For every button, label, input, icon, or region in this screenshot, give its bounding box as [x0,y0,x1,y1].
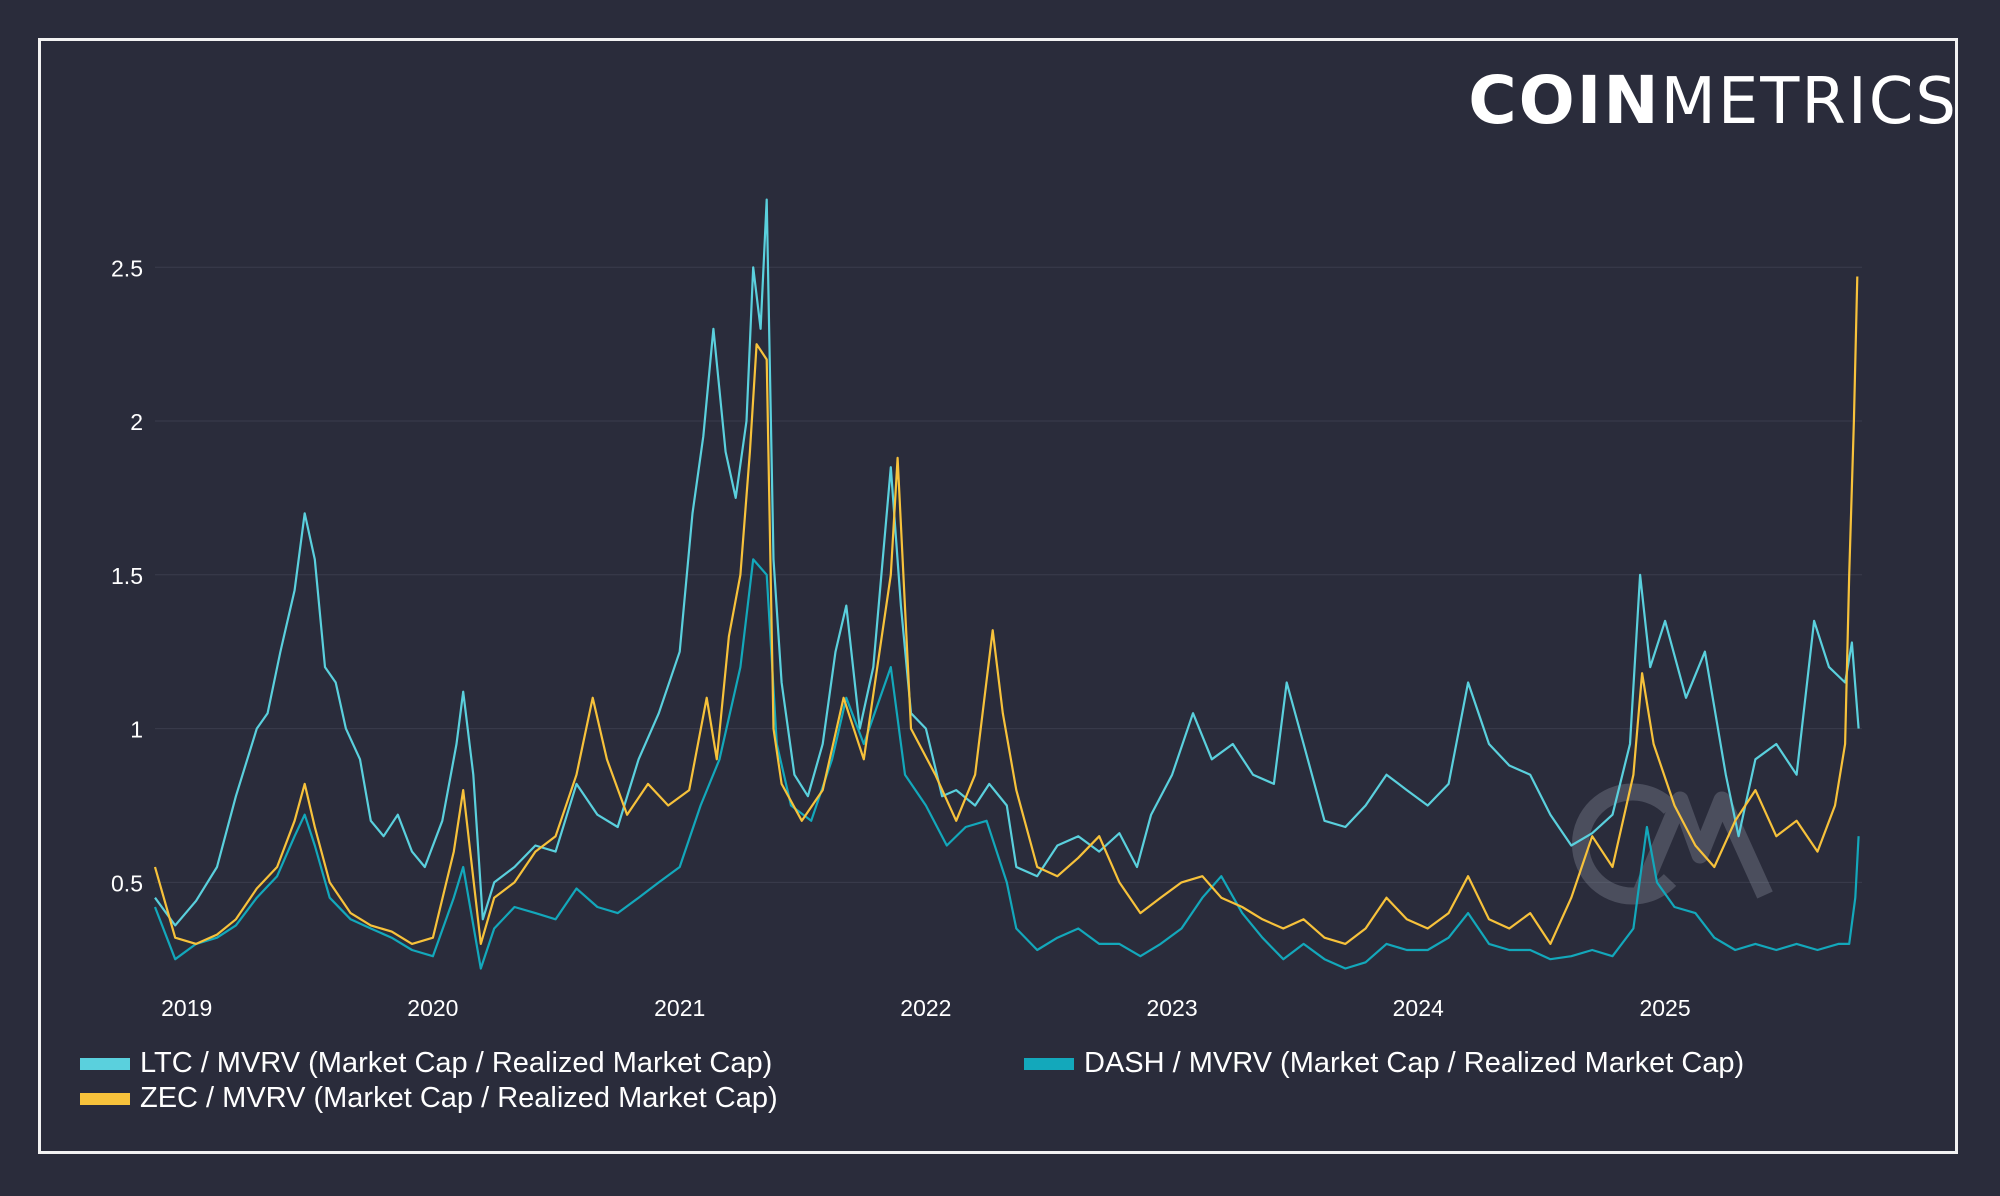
logo-bold-text: COIN [1468,62,1661,139]
legend-label-ltc: LTC / MVRV (Market Cap / Realized Market… [140,1047,773,1079]
cm-watermark [1571,783,1773,905]
x-axis-ticks: 2019 2020 2021 2022 2023 2024 2025 [161,995,1691,1021]
chart-frame [38,38,1958,1154]
x-tick-label: 2024 [1393,995,1444,1021]
y-tick-label: 1.5 [111,563,143,589]
dash-swatch [1024,1057,1074,1070]
y-tick-label: 2 [130,409,143,435]
series-line-ltc [154,198,1860,927]
x-tick-label: 2021 [654,995,705,1021]
x-tick-label: 2025 [1639,995,1690,1021]
y-tick-label: 1 [130,717,143,743]
x-tick-label: 2023 [1146,995,1197,1021]
legend-item-dash: DASH / MVRV (Market Cap / Realized Marke… [1024,1047,1744,1080]
x-tick-label: 2022 [900,995,951,1021]
y-axis-ticks: 0.5 1 1.5 2 2.5 [111,255,143,896]
logo-thin-text: METRICS [1660,65,1958,139]
coinmetrics-logo: COINMETRICS [1468,68,1958,135]
x-tick-label: 2019 [161,995,212,1021]
x-tick-label: 2020 [407,995,458,1021]
zec-swatch [80,1092,130,1105]
series-lines [153,198,1860,970]
y-tick-label: 0.5 [111,870,143,896]
y-tick-label: 2.5 [111,255,143,281]
series-line-zec [153,276,1859,945]
legend-label-zec: ZEC / MVRV (Market Cap / Realized Market… [140,1082,778,1114]
legend-label-dash: DASH / MVRV (Market Cap / Realized Marke… [1084,1047,1745,1079]
ltc-swatch [80,1057,130,1070]
series-line-dash [153,558,1860,970]
legend-item-zec: ZEC / MVRV (Market Cap / Realized Market… [80,1082,778,1115]
legend-item-ltc: LTC / MVRV (Market Cap / Realized Market… [80,1047,772,1080]
grid-lines [155,266,1862,883]
